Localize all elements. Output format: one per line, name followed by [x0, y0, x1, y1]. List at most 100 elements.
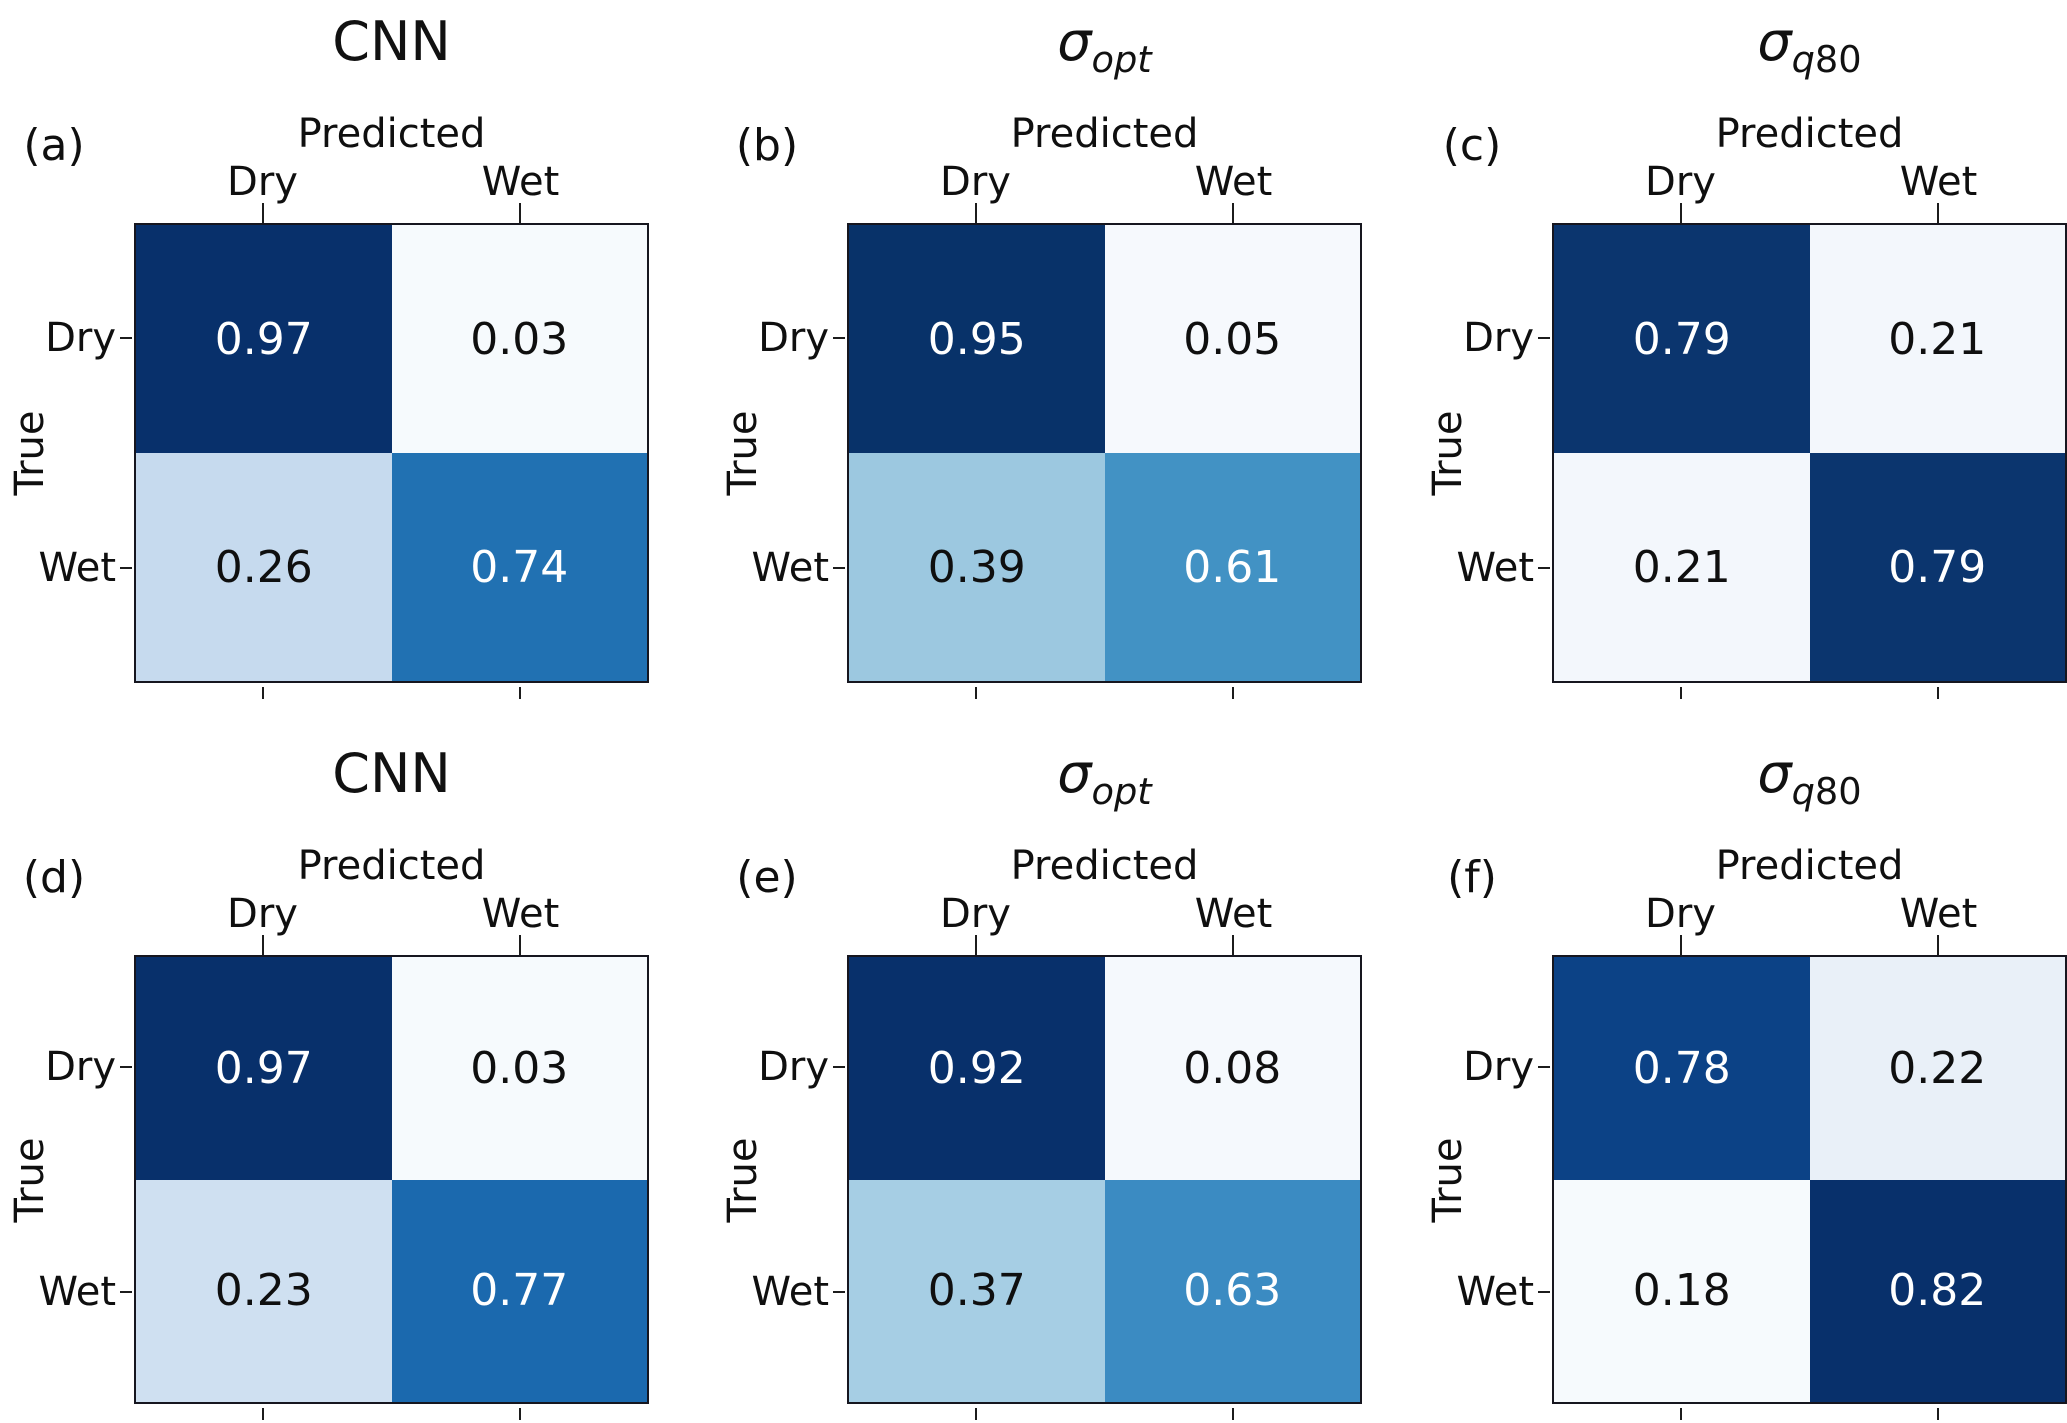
- title-subscript-digits: 80: [1814, 769, 1862, 813]
- x-tick: [1937, 935, 1940, 955]
- y-axis-label: True: [1425, 410, 1471, 496]
- x-tick: [1937, 203, 1940, 223]
- x-tick: [974, 203, 977, 223]
- panel-letter: (e): [736, 852, 798, 903]
- heatmap-grid: 0.92 0.08 0.37 0.63: [847, 955, 1362, 1404]
- title-sigma: σ: [1757, 10, 1792, 73]
- y-tick-label-dry: Dry: [758, 315, 829, 361]
- heatmap-grid: 0.97 0.03 0.26 0.74: [134, 223, 649, 683]
- x-axis-label: Predicted: [297, 111, 486, 157]
- cell-true-dry-pred-wet: 0.22: [1809, 957, 2065, 1180]
- panel-letter: (a): [23, 120, 85, 171]
- x-tick-label-wet: Wet: [481, 891, 560, 937]
- y-tick-label-dry: Dry: [45, 1044, 116, 1091]
- x-tick: [261, 935, 264, 955]
- y-tick: [1538, 1066, 1550, 1069]
- y-tick-label-wet: Wet: [751, 545, 830, 591]
- confusion-matrix-panel-e: σopt (e) Predicted Dry Wet True Dry Wet …: [689, 711, 1378, 1423]
- x-tick-label-dry: Dry: [227, 891, 298, 937]
- panel-title: CNN: [134, 7, 649, 77]
- y-tick-label-wet: Wet: [38, 1268, 117, 1315]
- cell-true-dry-pred-wet: 0.03: [391, 957, 647, 1180]
- cell-true-dry-pred-wet: 0.05: [1104, 225, 1360, 453]
- cell-true-wet-pred-dry: 0.18: [1554, 1179, 1810, 1402]
- cell-true-wet-pred-dry: 0.26: [136, 453, 392, 681]
- cell-true-dry-pred-dry: 0.95: [849, 225, 1105, 453]
- x-tick-label-dry: Dry: [940, 891, 1011, 937]
- y-tick-label-dry: Dry: [45, 315, 116, 361]
- y-tick-label-wet: Wet: [38, 545, 117, 591]
- x-tick: [974, 1408, 977, 1420]
- cell-true-dry-pred-dry: 0.97: [136, 225, 392, 453]
- title-text: CNN: [332, 10, 451, 73]
- y-tick: [120, 1066, 132, 1069]
- y-tick: [833, 1290, 845, 1293]
- x-tick-label-wet: Wet: [481, 159, 560, 205]
- x-tick-label-wet: Wet: [1899, 891, 1978, 937]
- x-tick: [519, 1408, 522, 1420]
- x-tick-label-dry: Dry: [940, 159, 1011, 205]
- x-tick: [1232, 1408, 1235, 1420]
- x-tick: [1232, 687, 1235, 699]
- cell-true-dry-pred-dry: 0.97: [136, 957, 392, 1180]
- title-subscript: opt: [1091, 37, 1152, 81]
- x-tick-label-wet: Wet: [1899, 159, 1978, 205]
- y-tick: [833, 1066, 845, 1069]
- x-axis-label: Predicted: [1010, 843, 1199, 889]
- plot-area: σq80 (f) Predicted Dry Wet True Dry Wet …: [1425, 742, 2067, 1420]
- y-axis-label: True: [7, 410, 53, 496]
- cell-true-dry-pred-wet: 0.21: [1809, 225, 2065, 453]
- cell-true-wet-pred-dry: 0.37: [849, 1179, 1105, 1402]
- panel-title: σq80: [1552, 7, 2067, 78]
- title-text: CNN: [332, 742, 451, 805]
- y-tick: [1538, 567, 1550, 569]
- heatmap-grid: 0.95 0.05 0.39 0.61: [847, 223, 1362, 683]
- cell-true-wet-pred-wet: 0.61: [1104, 453, 1360, 681]
- x-tick: [519, 687, 522, 699]
- x-axis-label: Predicted: [1010, 111, 1199, 157]
- confusion-matrix-panel-b: σopt (b) Predicted Dry Wet True Dry Wet …: [689, 0, 1378, 711]
- y-tick: [120, 567, 132, 569]
- x-axis-label: Predicted: [1715, 111, 1904, 157]
- x-tick: [1679, 1408, 1682, 1420]
- y-tick: [120, 1290, 132, 1293]
- title-subscript: q: [1791, 769, 1815, 813]
- x-tick-label-wet: Wet: [1194, 891, 1273, 937]
- heatmap-grid: 0.79 0.21 0.21 0.79: [1552, 223, 2067, 683]
- cell-true-wet-pred-dry: 0.21: [1554, 453, 1810, 681]
- x-axis-label: Predicted: [297, 843, 486, 889]
- y-tick: [120, 337, 132, 339]
- panel-letter: (b): [735, 120, 799, 171]
- panel-letter: (f): [1447, 852, 1497, 903]
- y-axis-label: True: [1425, 1137, 1471, 1222]
- cell-true-dry-pred-dry: 0.92: [849, 957, 1105, 1180]
- cell-true-dry-pred-wet: 0.08: [1104, 957, 1360, 1180]
- x-tick-label-dry: Dry: [1645, 891, 1716, 937]
- cell-true-wet-pred-wet: 0.77: [391, 1179, 647, 1402]
- x-tick-label-dry: Dry: [227, 159, 298, 205]
- cell-true-dry-pred-wet: 0.03: [391, 225, 647, 453]
- title-subscript-digits: 80: [1814, 37, 1862, 81]
- y-axis-label: True: [720, 1137, 766, 1222]
- x-axis-label: Predicted: [1715, 843, 1904, 889]
- x-tick: [1679, 203, 1682, 223]
- x-tick: [1679, 687, 1682, 699]
- plot-area: CNN (a) Predicted Dry Wet True Dry Wet 0…: [7, 10, 649, 699]
- confusion-matrix-panel-d: CNN (d) Predicted Dry Wet True Dry Wet 0…: [0, 711, 689, 1423]
- heatmap-grid: 0.97 0.03 0.23 0.77: [134, 955, 649, 1404]
- panel-title: σq80: [1552, 739, 2067, 810]
- confusion-matrix-panel-a: CNN (a) Predicted Dry Wet True Dry Wet 0…: [0, 0, 689, 711]
- panel-title: CNN: [134, 739, 649, 809]
- x-tick: [261, 203, 264, 223]
- plot-area: σq80 (c) Predicted Dry Wet True Dry Wet …: [1425, 10, 2067, 699]
- x-tick-label-dry: Dry: [1645, 159, 1716, 205]
- y-tick-label-wet: Wet: [1456, 1268, 1535, 1315]
- y-tick-label-wet: Wet: [751, 1268, 830, 1315]
- x-tick: [519, 935, 522, 955]
- y-axis-label: True: [7, 1137, 53, 1222]
- cell-true-wet-pred-dry: 0.23: [136, 1179, 392, 1402]
- y-tick-label-dry: Dry: [1463, 1044, 1534, 1091]
- title-sigma: σ: [1757, 742, 1792, 805]
- cell-true-wet-pred-wet: 0.79: [1809, 453, 2065, 681]
